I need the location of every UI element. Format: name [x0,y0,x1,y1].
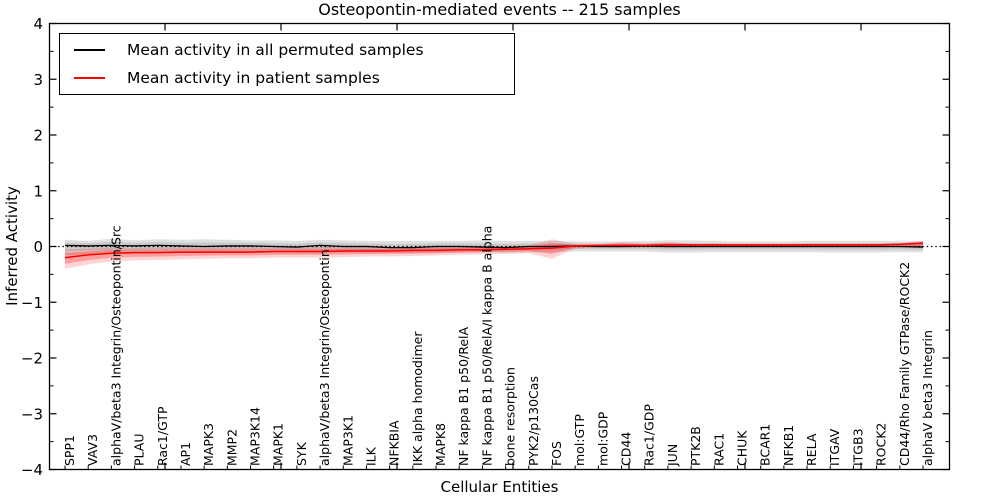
chart-title: Osteopontin-mediated events -- 215 sampl… [318,0,681,19]
y-tick-label: −4 [21,461,43,479]
legend-line-red [74,77,105,79]
x-tick-label: ITGB3 [850,428,865,466]
y-axis-label: Inferred Activity [3,186,21,306]
x-tick-label: PLAU [132,434,147,467]
y-tick-label: 2 [33,127,43,145]
legend-line-black [74,49,105,51]
x-tick-label: VAV3 [85,434,100,466]
x-tick-label: ROCK2 [874,423,889,466]
y-tick-label: 3 [33,71,43,89]
permuted-band-inner [65,241,923,251]
x-tick-label: MAPK1 [271,423,286,466]
x-tick-label: RELA [804,433,819,466]
x-tick-label: ILK [363,446,378,466]
legend-item-patient: Mean activity in patient samples [60,69,514,87]
x-axis-label: Cellular Entities [440,478,559,496]
patient-mean-line [64,242,924,259]
legend: Mean activity in all permuted samples Me… [59,33,515,95]
x-tick-label: alphaV/beta3 Integrin/Osteopontin/Src [108,225,123,466]
y-tick-label: 4 [33,15,43,33]
x-tick-label: SPP1 [62,435,77,466]
patient-band-inner [65,241,923,264]
x-tick-label: MAPK8 [433,423,448,466]
x-tick-label: PTK2B [688,426,703,466]
x-tick-label: JUN [665,444,680,467]
y-tick-label: 1 [33,182,43,200]
y-tick-label: 0 [33,238,43,256]
x-tick-label: NFKBIA [387,420,402,466]
x-tick-label: mol:GDP [595,411,610,466]
x-tick-label: CHUK [734,430,749,466]
x-tick-label: Rac1/GTP [155,406,170,466]
x-tick-label: FOS [549,441,564,466]
x-tick-label: alphaV beta3 Integrin [920,330,935,466]
legend-item-permuted: Mean activity in all permuted samples [60,41,514,59]
x-tick-label: bone resorption [503,367,518,466]
legend-label-patient: Mean activity in patient samples [127,69,380,87]
y-tick-label: −1 [21,294,43,312]
x-tick-label: MMP2 [224,429,239,466]
permuted-mean-line [64,244,924,249]
x-tick-label: mol:GTP [572,414,587,466]
x-tick-label: MAP3K1 [340,415,355,466]
x-tick-label: ITGAV [827,428,842,466]
y-tick-label: −2 [21,350,43,368]
x-tick-label: MAP3K14 [248,407,263,466]
x-tick-label: NFKB1 [781,425,796,466]
y-tick-label: −3 [21,405,43,423]
x-tick-label: alphaV/beta3 Integrin/Osteopontin [317,249,332,466]
legend-label-permuted: Mean activity in all permuted samples [127,41,424,59]
x-tick-label: AP1 [178,442,193,466]
x-tick-label: RAC1 [711,433,726,466]
x-tick-label: NF kappa B1 p50/RelA/I kappa B alpha [479,226,494,466]
x-tick-label: IKK alpha homodimer [410,331,425,466]
x-tick-label: NF kappa B1 p50/RelA [456,326,471,466]
x-tick-label: CD44/Rho Family GTPase/ROCK2 [897,262,912,466]
x-tick-label: Rac1/GDP [642,404,657,466]
x-tick-label: CD44 [619,432,634,466]
x-tick-label: PYK2/p130Cas [526,376,541,466]
x-tick-label: SYK [294,441,309,466]
x-tick-label: MAPK3 [201,423,216,466]
x-tick-label: BCAR1 [758,424,773,466]
